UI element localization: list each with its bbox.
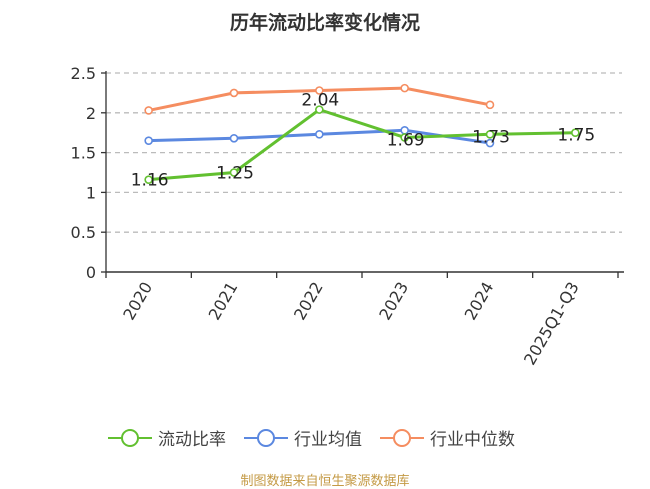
legend-marker-icon [380,428,424,447]
data-label: 1.73 [472,127,510,147]
data-label: 1.25 [216,164,254,184]
x-tick-label: 2023 [375,279,412,324]
x-tick-label: 2022 [290,279,327,324]
data-point [229,88,239,98]
x-tick-label: 2020 [119,279,156,324]
data-label: 2.04 [301,91,339,111]
y-tick-label: 0 [86,263,96,282]
data-point [144,106,153,115]
data-point [315,105,324,114]
data-point [144,136,153,145]
chart-title: 历年流动比率变化情况 [229,12,420,34]
legend-marker-icon [244,428,288,447]
legend-marker-icon [108,428,152,447]
data-label: 1.69 [387,130,425,150]
series-line [148,107,576,182]
y-tick-label: 0.5 [71,223,96,242]
data-point [400,83,409,93]
data-point [400,133,409,142]
data-label: 1.16 [131,171,169,191]
legend-label: 行业均值 [294,430,362,450]
source-footer: 制图数据来自恒生聚源数据库 [240,474,410,489]
legend-item-industry-mean[interactable]: 行业均值 [244,425,362,450]
x-tick-label: 2025Q1-Q3 [520,279,583,369]
data-point [229,133,239,143]
data-point [315,86,324,95]
y-tick-label: 1.5 [71,144,96,163]
data-point [315,129,324,139]
data-point [144,175,153,184]
legend-label: 流动比率 [158,430,226,450]
data-point [485,100,495,110]
data-point [485,129,495,139]
x-tick-label: 2024 [461,279,498,324]
legend-label: 行业中位数 [430,430,515,450]
x-tick-label: 2021 [205,279,242,324]
legend-item-industry-median[interactable]: 行业中位数 [380,425,515,450]
y-tick-label: 2.5 [71,64,96,83]
data-point [571,128,580,137]
y-tick-label: 2 [86,104,96,123]
y-tick-label: 1 [86,183,96,202]
data-label: 1.75 [557,126,595,146]
data-point [229,168,239,177]
legend: 流动比率 行业均值 行业中位数 [108,425,515,450]
legend-item-current-ratio[interactable]: 流动比率 [108,425,226,450]
data-point [485,138,495,148]
